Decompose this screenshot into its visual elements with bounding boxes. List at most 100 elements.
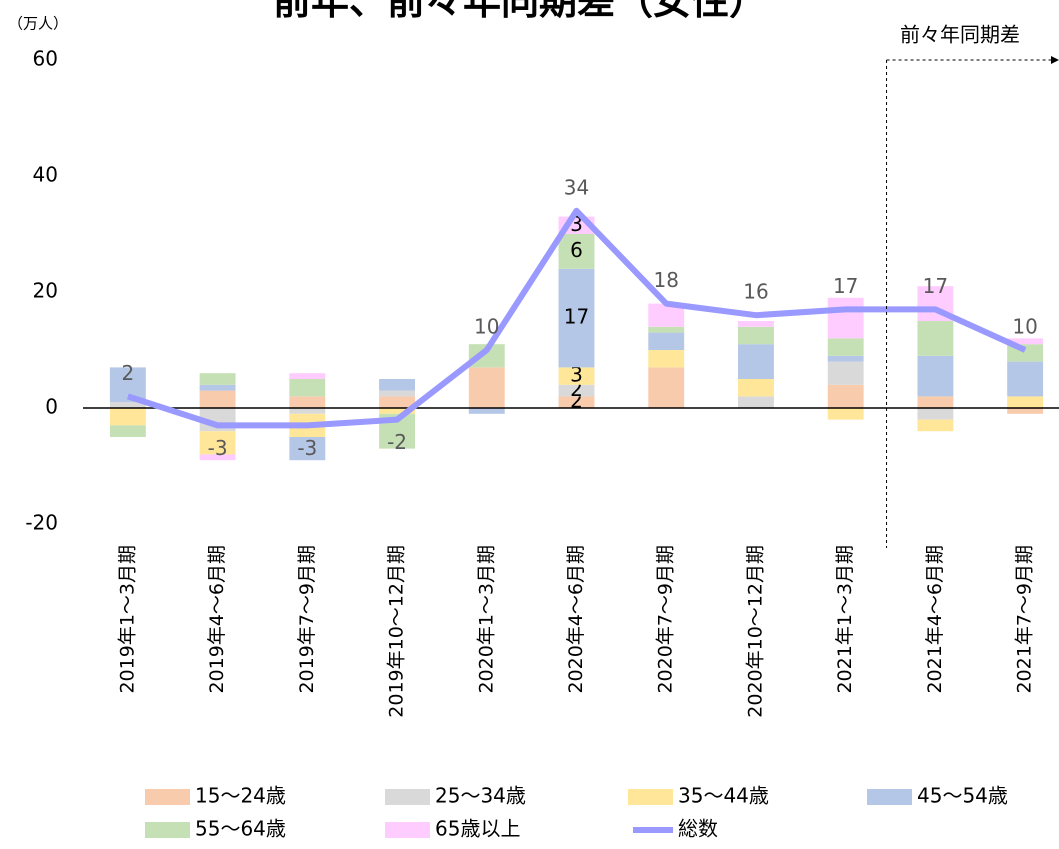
- total-line: [126, 207, 1027, 429]
- bar-segment: [648, 367, 685, 408]
- legend-swatch: [867, 789, 912, 805]
- legend-swatch: [385, 789, 430, 805]
- legend-label: 65歳以上: [435, 817, 520, 841]
- x-tick-label: 2020年7～9月期: [655, 545, 677, 694]
- bar-segment: [738, 396, 774, 408]
- total-label: -3: [297, 436, 317, 460]
- annotation: 前々年同期差: [900, 23, 1020, 47]
- bar-segment: [738, 344, 774, 379]
- bar-segment: [917, 355, 954, 397]
- bar-segment: [648, 332, 685, 350]
- bar-segment: [289, 396, 326, 408]
- bar-segment: [109, 402, 146, 408]
- y-tick-label: 0: [45, 395, 58, 419]
- bar-segment: [738, 379, 774, 397]
- bar-segment: [379, 396, 415, 408]
- legend-label: 45～54歳: [917, 784, 1008, 808]
- bar-segment: [199, 373, 236, 385]
- bar-segment: [468, 367, 505, 408]
- total-label: -2: [387, 430, 407, 454]
- x-tick-label: 2020年4～6月期: [565, 545, 587, 694]
- x-tick-label: 2019年4～6月期: [206, 545, 228, 694]
- total-label: -3: [208, 436, 228, 460]
- total-label: 2: [121, 361, 134, 385]
- legend-label: 35～44歳: [678, 784, 769, 808]
- legend-label: 55～64歳: [195, 817, 286, 841]
- y-tick-label: 60: [33, 47, 58, 71]
- bar-segment: [827, 297, 864, 339]
- bar-segment: [738, 326, 774, 345]
- bar-segment: [468, 408, 505, 414]
- bar-segment: [648, 326, 685, 333]
- bar-segment: [1007, 338, 1044, 345]
- bar-segment: [738, 321, 774, 327]
- segment-label: 17: [564, 305, 589, 329]
- bar-segment: [1007, 361, 1044, 397]
- bar-segment: [199, 384, 236, 391]
- x-tick-label: 2019年7～9月期: [296, 545, 318, 694]
- legend-swatch: [145, 822, 190, 838]
- bar-segment: [1007, 396, 1044, 408]
- x-tick-label: 2019年10～12月期: [386, 545, 408, 718]
- bar-segment: [558, 268, 595, 368]
- total-label: 10: [1012, 315, 1037, 339]
- chart-title: 前年、前々年同期差（女性）: [273, 0, 767, 23]
- bar-segment: [827, 408, 864, 420]
- total-label: 16: [743, 280, 768, 304]
- bar-segment: [917, 419, 954, 432]
- total-label: 17: [833, 274, 858, 298]
- bar-segment: [289, 437, 326, 461]
- legend-label: 15～24歳: [195, 784, 286, 808]
- total-label: 10: [474, 315, 499, 339]
- bar-segment: [379, 408, 415, 414]
- bar-segment: [558, 367, 595, 385]
- bar-segment: [289, 408, 326, 414]
- bar-segment: [289, 373, 326, 379]
- legend-swatch: [385, 822, 430, 838]
- legend-swatch: [628, 789, 673, 805]
- bar-segment: [827, 338, 864, 356]
- total-label: 34: [564, 175, 589, 199]
- bar-segment: [109, 367, 146, 403]
- total-label: 17: [923, 274, 948, 298]
- y-tick-label: -20: [25, 511, 58, 535]
- bar-segment: [558, 234, 595, 269]
- arrow-head: [1051, 56, 1059, 64]
- bar-segment: [827, 361, 864, 385]
- y-tick-label: 20: [33, 279, 58, 303]
- bar-segment: [917, 408, 954, 420]
- bar-segment: [289, 379, 326, 397]
- bar-segment: [199, 454, 236, 461]
- x-tick-label: 2020年1～3月期: [475, 545, 497, 694]
- bar-segment: [109, 408, 146, 426]
- bar-segment: [199, 390, 236, 408]
- x-tick-label: 2021年7～9月期: [1014, 545, 1036, 694]
- unit-label: （万人）: [8, 15, 68, 33]
- bar-segment: [468, 344, 505, 368]
- legend-label: 25～34歳: [435, 784, 526, 808]
- bar-segment: [648, 303, 685, 327]
- y-tick-label: 40: [33, 163, 58, 187]
- bar-segment: [827, 384, 864, 408]
- segment-label: 6: [570, 238, 583, 262]
- legend-swatch: [145, 789, 190, 805]
- bar-segment: [648, 350, 685, 368]
- segment-label: 3: [570, 363, 583, 387]
- x-tick-label: 2021年4～6月期: [924, 545, 946, 694]
- total-label: 18: [654, 268, 679, 292]
- bar-segment: [917, 396, 954, 408]
- bar-segment: [379, 379, 415, 391]
- bar-segment: [379, 390, 415, 397]
- legend-label: 総数: [678, 817, 718, 841]
- bar-segment: [917, 321, 954, 356]
- bar-segment: [199, 431, 236, 455]
- x-tick-label: 2021年1～3月期: [834, 545, 856, 694]
- bar-segment: [827, 355, 864, 362]
- x-tick-label: 2020年10～12月期: [744, 545, 766, 718]
- x-tick-label: 2019年1～3月期: [116, 545, 138, 694]
- bar-segment: [558, 384, 595, 397]
- bar-segment: [109, 425, 146, 437]
- bar-segment: [1007, 408, 1044, 414]
- bar-segment: [558, 396, 595, 408]
